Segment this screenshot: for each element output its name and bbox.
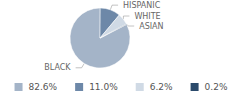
svg-text:WHITE: WHITE xyxy=(134,12,160,21)
svg-text:BLACK: BLACK xyxy=(44,63,71,72)
svg-text:ASIAN: ASIAN xyxy=(139,22,163,31)
svg-text:6.2%: 6.2% xyxy=(150,82,173,92)
svg-text:0.2%: 0.2% xyxy=(205,82,228,92)
svg-text:11.0%: 11.0% xyxy=(89,82,118,92)
svg-text:HISPANIC: HISPANIC xyxy=(123,1,161,10)
svg-text:82.6%: 82.6% xyxy=(29,82,58,92)
